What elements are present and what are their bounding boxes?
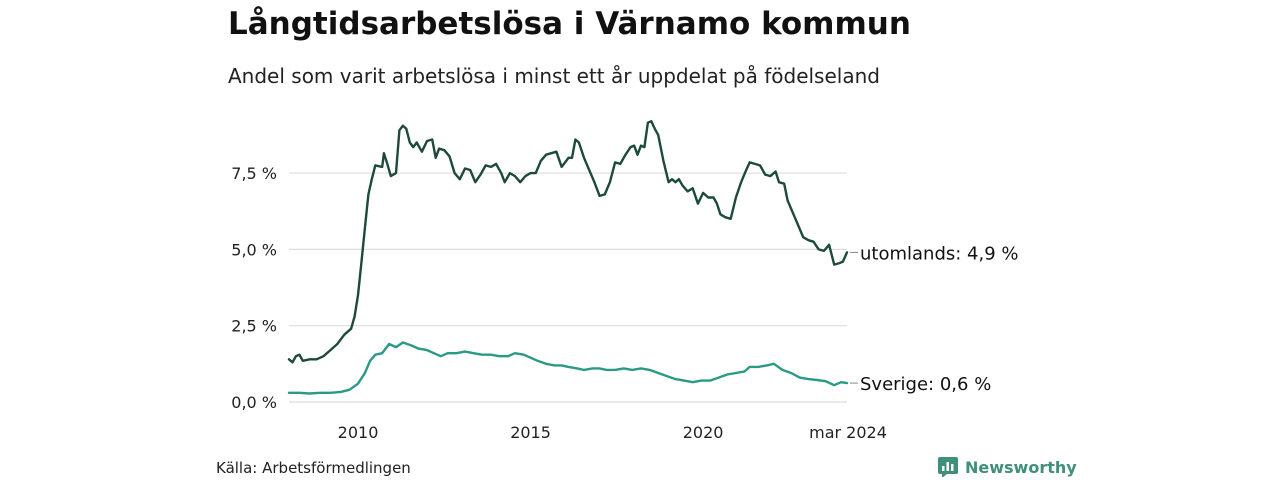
chart-title: Långtidsarbetslösa i Värnamo kommun <box>228 6 911 42</box>
brand-logo[interactable]: Newsworthy <box>938 457 1077 477</box>
series-lines <box>287 120 849 395</box>
chart-subtitle: Andel som varit arbetslösa i minst ett å… <box>228 64 880 88</box>
y-tick-label: 0,0 % <box>231 393 277 412</box>
x-tick-label: 2015 <box>510 423 551 442</box>
x-tick-label: mar 2024 <box>809 423 887 442</box>
axis-labels: 0,0 % 2,5 % 5,0 % 7,5 % 2010 2015 2020 mar 2024 <box>231 164 887 442</box>
end-labels: utomlands: 4,9 % Sverige: 0,6 % <box>850 243 1019 395</box>
brand-name: Newsworthy <box>965 457 1077 477</box>
series-line-sverige <box>287 341 849 395</box>
grid-lines <box>289 172 847 403</box>
x-tick-label: 2010 <box>338 423 379 442</box>
y-tick-label: 2,5 % <box>231 317 277 336</box>
end-label-utomlands: utomlands: 4,9 % <box>860 243 1019 264</box>
bar-chart-icon <box>938 457 958 477</box>
y-tick-label: 7,5 % <box>231 164 277 183</box>
y-tick-label: 5,0 % <box>231 240 277 259</box>
series-line-utomlands <box>287 120 849 364</box>
source-note: Källa: Arbetsförmedlingen <box>216 459 411 477</box>
x-tick-label: 2020 <box>683 423 724 442</box>
end-label-sverige: Sverige: 0,6 % <box>860 374 991 395</box>
